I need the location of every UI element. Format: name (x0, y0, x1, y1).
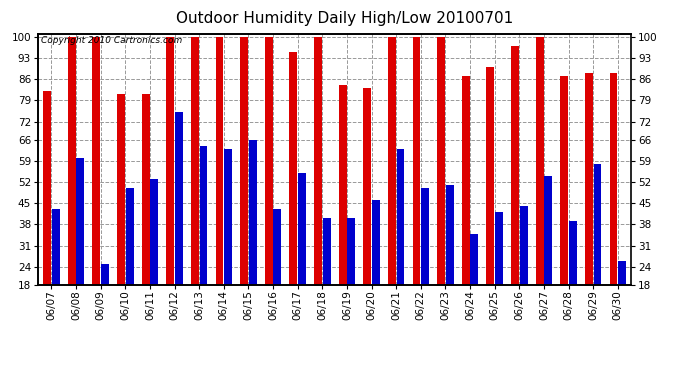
Bar (265, 37, 273, 285)
Bar (609, 73, 618, 285)
Bar (117, 94, 125, 285)
Bar (495, 212, 503, 285)
Bar (585, 73, 593, 285)
Bar (298, 173, 306, 285)
Bar (569, 221, 577, 285)
Text: Outdoor Humidity Daily High/Low 20100701: Outdoor Humidity Daily High/Low 20100701 (177, 11, 513, 26)
Bar (446, 185, 454, 285)
Bar (141, 94, 150, 285)
Bar (347, 218, 355, 285)
Bar (92, 37, 100, 285)
Bar (199, 146, 208, 285)
Bar (486, 67, 494, 285)
Bar (224, 149, 232, 285)
Bar (511, 46, 519, 285)
Bar (364, 88, 371, 285)
Bar (68, 37, 76, 285)
Bar (397, 149, 404, 285)
Bar (388, 37, 396, 285)
Bar (126, 188, 134, 285)
Bar (314, 37, 322, 285)
Bar (249, 140, 257, 285)
Bar (421, 188, 429, 285)
Bar (175, 112, 183, 285)
Bar (166, 37, 175, 285)
Text: Copyright 2010 Cartronics.com: Copyright 2010 Cartronics.com (41, 36, 182, 45)
Bar (372, 200, 380, 285)
Bar (462, 76, 470, 285)
Bar (290, 52, 297, 285)
Bar (101, 264, 109, 285)
Bar (215, 37, 224, 285)
Bar (593, 164, 602, 285)
Bar (560, 76, 568, 285)
Bar (273, 209, 282, 285)
Bar (52, 209, 60, 285)
Bar (43, 91, 51, 285)
Bar (77, 158, 84, 285)
Bar (535, 37, 544, 285)
Bar (339, 85, 346, 285)
Bar (471, 234, 478, 285)
Bar (520, 206, 528, 285)
Bar (437, 37, 445, 285)
Bar (323, 218, 331, 285)
Bar (191, 37, 199, 285)
Bar (618, 261, 626, 285)
Bar (240, 37, 248, 285)
Bar (150, 179, 158, 285)
Bar (413, 37, 420, 285)
Bar (544, 176, 552, 285)
